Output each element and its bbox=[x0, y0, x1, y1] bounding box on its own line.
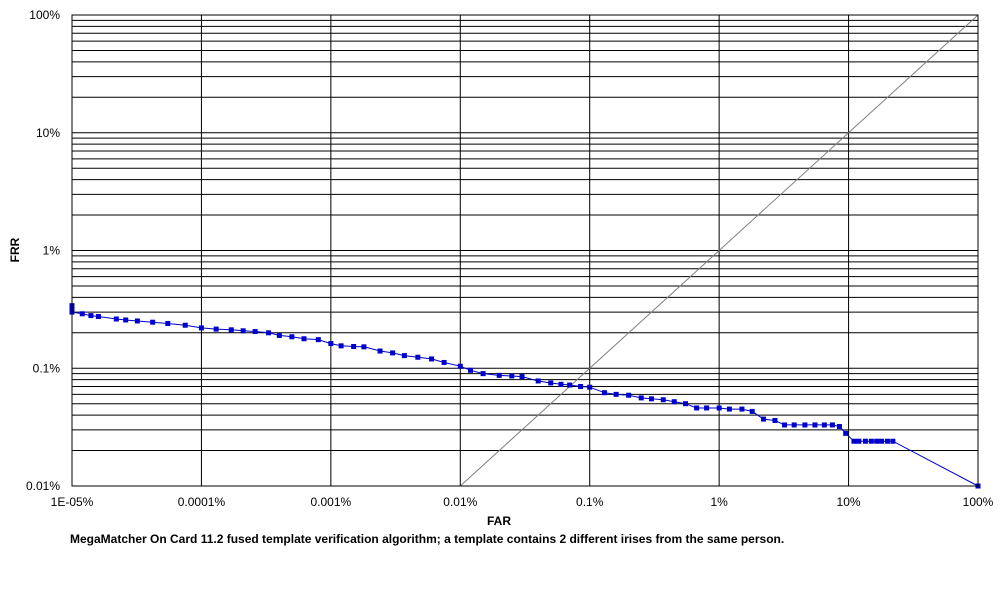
x-tick-label: 0.1% bbox=[576, 495, 604, 509]
plot-frame bbox=[71, 14, 979, 487]
data-point bbox=[266, 330, 272, 336]
y-tick-label: 10% bbox=[36, 126, 60, 140]
data-point bbox=[535, 378, 541, 384]
grid-lines bbox=[71, 15, 979, 487]
data-point bbox=[468, 367, 474, 373]
data-point bbox=[812, 422, 818, 428]
data-point bbox=[441, 359, 447, 365]
data-point bbox=[874, 438, 880, 444]
data-point bbox=[182, 322, 188, 328]
data-point bbox=[252, 329, 258, 335]
data-point bbox=[613, 391, 619, 397]
data-point bbox=[88, 313, 94, 319]
data-point bbox=[879, 438, 885, 444]
data-point bbox=[519, 374, 525, 380]
data-point bbox=[496, 372, 502, 378]
data-point bbox=[351, 344, 357, 350]
data-point bbox=[123, 317, 129, 323]
y-tick-label: 0.01% bbox=[26, 479, 60, 493]
x-tick-label: 10% bbox=[837, 495, 861, 509]
data-point bbox=[885, 438, 891, 444]
equal-error-diagonal bbox=[459, 14, 979, 487]
data-point bbox=[113, 316, 119, 322]
data-point bbox=[457, 363, 463, 369]
data-point bbox=[328, 341, 334, 347]
y-tick-label: 1% bbox=[43, 244, 61, 258]
data-point bbox=[165, 320, 171, 326]
data-point bbox=[856, 438, 862, 444]
data-point bbox=[782, 422, 788, 428]
data-point bbox=[240, 328, 246, 334]
data-point bbox=[716, 405, 722, 411]
data-point bbox=[802, 422, 808, 428]
data-point bbox=[401, 353, 407, 359]
data-point bbox=[315, 337, 321, 343]
x-tick-labels: 1E-05% 0.0001% 0.001% 0.01% 0.1% 1% 10% 100% bbox=[51, 495, 994, 509]
data-point bbox=[739, 406, 745, 412]
data-point bbox=[638, 395, 644, 401]
data-point bbox=[626, 392, 632, 398]
data-point bbox=[95, 314, 101, 320]
data-point bbox=[390, 350, 396, 356]
data-point bbox=[429, 356, 435, 362]
data-point bbox=[361, 344, 367, 350]
data-point bbox=[694, 405, 700, 411]
x-tick-label: 0.001% bbox=[311, 495, 352, 509]
data-point bbox=[890, 438, 896, 444]
data-point bbox=[567, 382, 573, 388]
data-point bbox=[558, 381, 564, 387]
data-point bbox=[660, 397, 666, 403]
data-point bbox=[772, 417, 778, 423]
x-tick-label: 1% bbox=[710, 495, 728, 509]
data-points bbox=[69, 303, 981, 489]
chart-caption: MegaMatcher On Card 11.2 fused template … bbox=[70, 532, 785, 546]
data-point bbox=[134, 318, 140, 324]
data-point bbox=[228, 327, 234, 333]
data-point bbox=[821, 422, 827, 428]
data-point bbox=[829, 422, 835, 428]
data-point bbox=[671, 399, 677, 405]
data-point bbox=[276, 332, 282, 338]
data-point bbox=[548, 380, 554, 386]
data-point bbox=[760, 416, 766, 422]
data-point bbox=[851, 438, 857, 444]
data-point bbox=[843, 430, 849, 436]
data-point bbox=[213, 326, 219, 332]
data-point bbox=[480, 371, 486, 377]
data-point bbox=[601, 390, 607, 396]
x-tick-label: 0.01% bbox=[443, 495, 477, 509]
y-axis-title: FRR bbox=[8, 237, 22, 262]
data-point bbox=[150, 319, 156, 325]
data-point bbox=[749, 408, 755, 414]
data-point bbox=[377, 348, 383, 354]
data-point bbox=[683, 401, 689, 407]
data-point bbox=[868, 438, 874, 444]
data-point bbox=[726, 406, 732, 412]
x-tick-label: 1E-05% bbox=[51, 495, 94, 509]
data-point bbox=[79, 311, 85, 317]
data-point bbox=[415, 354, 421, 360]
data-point bbox=[289, 334, 295, 340]
y-tick-label: 100% bbox=[29, 8, 60, 22]
y-tick-labels: 0.01% 0.1% 1% 10% 100% bbox=[26, 8, 60, 493]
data-point bbox=[648, 396, 654, 402]
data-point bbox=[509, 373, 515, 379]
x-axis-title: FAR bbox=[487, 514, 511, 528]
y-tick-label: 0.1% bbox=[33, 361, 61, 375]
data-point bbox=[791, 422, 797, 428]
data-point bbox=[198, 325, 204, 331]
data-point bbox=[704, 405, 710, 411]
data-point bbox=[578, 383, 584, 389]
data-point bbox=[587, 384, 593, 390]
x-tick-label: 100% bbox=[963, 495, 994, 509]
data-point bbox=[301, 336, 307, 342]
x-tick-label: 0.0001% bbox=[178, 495, 226, 509]
data-point bbox=[862, 438, 868, 444]
data-point bbox=[338, 343, 344, 349]
data-point bbox=[836, 424, 842, 430]
